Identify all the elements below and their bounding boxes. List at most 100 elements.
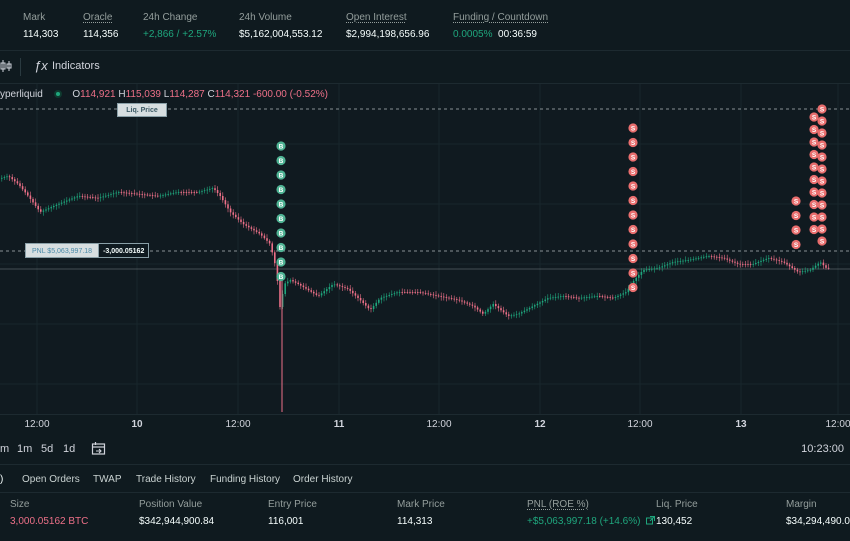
candle-body <box>170 193 172 195</box>
sell-marker[interactable]: S <box>817 116 827 126</box>
position-pnl-tag[interactable]: PNL $5,063,997.18 -3,000.05162 <box>25 243 150 258</box>
sell-marker[interactable]: S <box>628 152 638 162</box>
column-header[interactable]: Liq. Price <box>656 499 698 510</box>
sell-marker[interactable]: S <box>628 210 638 220</box>
tab-order-history[interactable]: Order History <box>293 474 353 485</box>
column-header[interactable]: Position Value <box>139 499 203 510</box>
range-1d[interactable]: 1d <box>63 443 76 455</box>
indicators-button[interactable]: Indicators <box>52 60 100 72</box>
sell-marker[interactable]: S <box>809 124 819 135</box>
sell-marker[interactable]: S <box>817 140 827 150</box>
buy-marker[interactable]: B <box>276 271 286 282</box>
buy-marker[interactable]: B <box>276 184 286 195</box>
sell-marker-label: S <box>820 118 825 125</box>
sell-marker[interactable]: S <box>809 112 819 122</box>
candlestick-icon[interactable] <box>0 59 12 76</box>
buy-marker[interactable]: B <box>276 199 286 209</box>
candle-body <box>508 314 510 316</box>
compare-icon[interactable] <box>91 441 106 459</box>
column-header[interactable]: PNL (ROE %) <box>527 499 589 510</box>
candle-body <box>801 271 804 273</box>
range-option[interactable]: m <box>0 443 10 455</box>
sell-marker[interactable]: S <box>628 181 638 191</box>
candle-body <box>162 195 164 196</box>
external-link-icon[interactable] <box>646 516 656 525</box>
sell-marker[interactable]: S <box>628 195 638 206</box>
candle-body <box>79 196 81 197</box>
sell-marker[interactable]: S <box>817 104 827 114</box>
sell-marker[interactable]: S <box>817 164 827 174</box>
fx-icon[interactable]: ƒx <box>34 58 48 73</box>
ohlc-high: 115,039 <box>125 89 161 100</box>
sell-marker[interactable]: S <box>817 152 827 162</box>
sell-marker[interactable]: S <box>817 128 827 138</box>
sell-marker[interactable]: S <box>809 212 819 222</box>
sell-marker[interactable]: S <box>628 282 638 293</box>
column-header[interactable]: Margin <box>786 499 817 510</box>
column-header[interactable]: Mark Price <box>397 499 445 510</box>
sell-marker[interactable]: S <box>809 224 819 235</box>
range-5d[interactable]: 5d <box>41 443 54 455</box>
sell-marker-label: S <box>812 189 817 196</box>
mark-price: 114,313 <box>397 516 433 527</box>
sell-marker[interactable]: S <box>791 225 801 235</box>
buy-marker[interactable]: B <box>276 242 286 253</box>
buy-marker[interactable]: B <box>276 155 286 166</box>
sell-marker[interactable]: S <box>817 236 827 246</box>
candlestick-chart[interactable]: BBBBBBBBBBSSSSSSSSSSSSSSSSSSSSSSSSSSSSSS… <box>0 84 850 414</box>
sell-marker[interactable]: S <box>791 239 801 250</box>
sell-marker[interactable]: S <box>628 239 638 249</box>
candle-body <box>614 296 617 298</box>
range-1m[interactable]: 1m <box>17 443 33 455</box>
buy-marker[interactable]: B <box>276 213 286 224</box>
sell-marker[interactable]: S <box>817 200 827 210</box>
sell-marker[interactable]: S <box>628 268 638 278</box>
column-header[interactable]: Size <box>10 499 30 510</box>
tab-twap[interactable]: TWAP <box>93 474 122 485</box>
sell-marker[interactable]: S <box>809 174 819 185</box>
tab-funding-history[interactable]: Funding History <box>210 474 281 485</box>
candle-body <box>357 295 359 298</box>
candle-body <box>63 201 65 203</box>
candle-body <box>794 268 796 270</box>
sell-marker[interactable]: S <box>791 196 801 206</box>
sell-marker[interactable]: S <box>809 149 819 160</box>
candle-body <box>700 257 702 259</box>
candle-body <box>159 195 162 197</box>
sell-marker[interactable]: S <box>817 212 827 222</box>
sell-marker[interactable]: S <box>628 166 638 177</box>
candle-body <box>757 261 760 263</box>
buy-marker[interactable]: B <box>276 257 286 267</box>
sell-marker[interactable]: S <box>809 199 819 210</box>
sell-marker[interactable]: S <box>809 162 819 172</box>
sell-marker[interactable]: S <box>817 188 827 198</box>
sell-marker[interactable]: S <box>809 187 819 197</box>
sell-marker[interactable]: S <box>628 123 638 133</box>
tab-positions[interactable]: ) <box>0 474 4 485</box>
buy-marker[interactable]: B <box>276 170 286 180</box>
sell-marker[interactable]: S <box>628 137 638 148</box>
buy-marker[interactable]: B <box>276 141 286 151</box>
column-header[interactable]: Entry Price <box>268 499 317 510</box>
sell-marker[interactable]: S <box>817 224 827 234</box>
candle-body <box>196 192 198 193</box>
candle-body <box>783 261 786 263</box>
sell-marker[interactable]: S <box>628 253 638 264</box>
tab-trade-history[interactable]: Trade History <box>136 474 196 485</box>
tab-open-orders[interactable]: Open Orders <box>22 474 80 485</box>
candle-body <box>820 262 822 264</box>
divider <box>0 50 850 51</box>
position-size[interactable]: 3,000.05162 BTC <box>10 516 89 527</box>
sell-marker[interactable]: S <box>628 224 638 235</box>
candle-body <box>536 303 539 306</box>
buy-marker[interactable]: B <box>276 228 286 238</box>
candle-body <box>336 284 338 286</box>
candle-body <box>136 193 138 195</box>
candle-body <box>788 264 791 267</box>
sell-marker[interactable]: S <box>791 210 801 221</box>
sell-marker[interactable]: S <box>809 137 819 147</box>
sell-marker-label: S <box>631 285 636 292</box>
sell-marker[interactable]: S <box>817 176 827 186</box>
buy-marker-icon <box>276 184 286 195</box>
